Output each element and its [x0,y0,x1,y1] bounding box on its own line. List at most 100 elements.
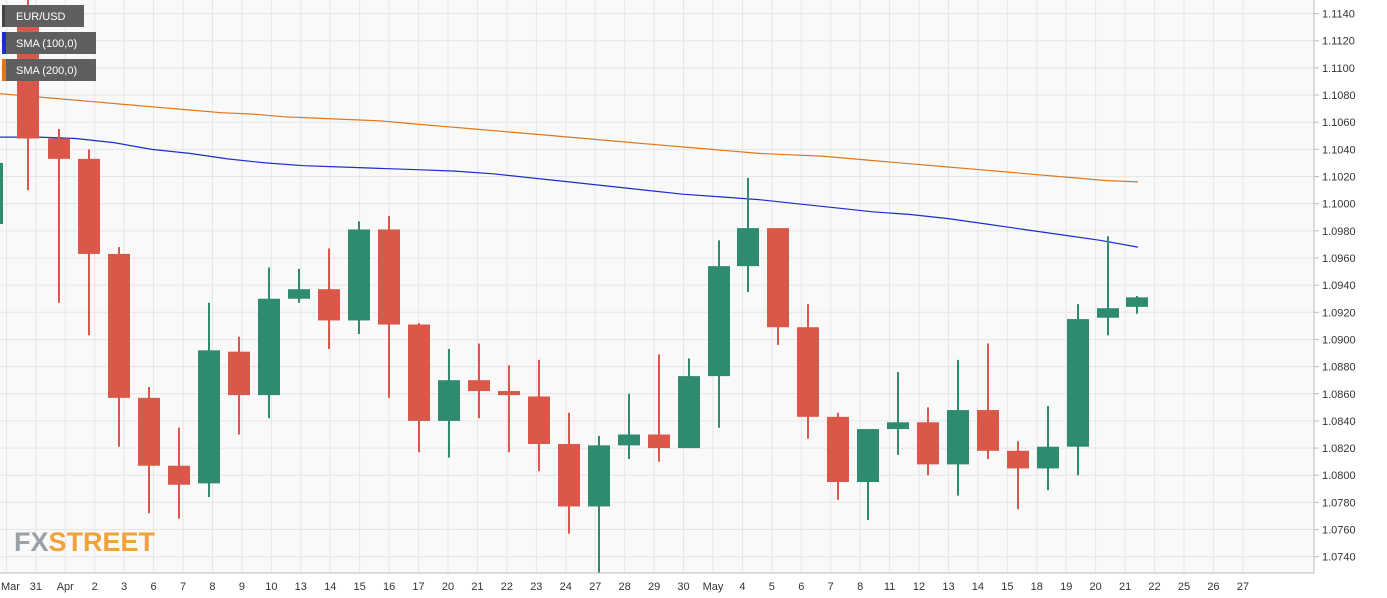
x-tick-label: 25 [1178,581,1190,593]
y-tick-label: 1.1120 [1322,36,1355,48]
candle-body [228,351,250,396]
candle-body [1067,319,1089,447]
bullish-candle [737,177,759,292]
x-tick-label: 18 [1031,581,1043,593]
y-tick-label: 1.0740 [1322,552,1356,564]
legend-sma200-label: SMA (200,0) [16,65,77,77]
bullish-candle [887,372,909,455]
candle-body [678,376,700,449]
x-tick-label: 9 [239,581,245,593]
x-tick-label: 13 [295,581,307,593]
candle-body [857,429,879,483]
candle-body [498,391,520,396]
bearish-candle [408,323,430,453]
bullish-candle [1067,304,1089,476]
y-tick-label: 1.0880 [1322,362,1356,374]
bearish-candle [558,412,580,534]
bullish-candle [198,302,220,497]
x-tick-label: 8 [857,581,863,593]
legend-item-symbol[interactable]: EUR/USD [2,5,84,27]
bearish-candle [318,248,340,349]
legend-item-sma100[interactable]: SMA (100,0) [2,32,96,54]
bullish-candle [0,162,3,225]
candle-body [258,298,280,396]
x-tick-label: 31 [30,581,42,593]
bearish-candle [168,427,190,519]
bearish-candle [917,407,939,476]
y-tick-label: 1.1080 [1322,90,1356,102]
y-tick-label: 1.1100 [1322,63,1355,75]
x-tick-label: 5 [769,581,775,593]
candle-body [108,253,130,398]
bullish-candle [1037,405,1059,491]
y-tick-label: 1.1140 [1322,9,1355,21]
x-tick-label: 12 [913,581,925,593]
candle-body [468,380,490,392]
x-tick-label: 2 [92,581,98,593]
x-tick-label: 28 [619,581,631,593]
y-tick-label: 1.0780 [1322,497,1356,509]
bearish-candle [1007,441,1029,510]
legend-sma100-label: SMA (100,0) [16,38,77,50]
bearish-candle [228,336,250,435]
bearish-candle [78,149,100,336]
candle-body [168,465,190,485]
x-tick-label: 15 [1001,581,1013,593]
bearish-candle [977,343,999,459]
candle-body [1037,446,1059,469]
x-tick-label: 21 [1119,581,1131,593]
bullish-candle [588,435,610,573]
x-tick-label: 10 [265,581,277,593]
bullish-candle [618,393,640,459]
x-tick-label: 22 [501,581,513,593]
bearish-candle [378,215,400,398]
y-tick-label: 1.1020 [1322,172,1356,184]
x-tick-label: 24 [560,581,572,593]
y-tick-label: 1.0980 [1322,226,1356,238]
candle-body [558,444,580,507]
bearish-candle [468,343,490,419]
candle-body [648,434,670,449]
bullish-candle [947,359,969,496]
bullish-candle [258,267,280,419]
x-tick-label: 7 [180,581,186,593]
x-tick-label: 21 [471,581,483,593]
x-axis: Mar 31 Apr 2 3 6 7 8 9 10 13 14 15 16 17 20 21 22 23 24 27 28… [1,581,1249,593]
candle-body [977,410,999,451]
x-tick-label: 13 [942,581,954,593]
x-tick-label: Apr [57,581,74,593]
y-tick-label: 1.1000 [1322,199,1356,211]
y-tick-label: 1.0760 [1322,525,1356,537]
candle-body [797,327,819,417]
bullish-candle [1097,236,1119,336]
x-tick-label: 8 [209,581,215,593]
candle-body [408,324,430,421]
candle-body [378,229,400,325]
candle-body [708,266,730,377]
x-tick-label: 4 [739,581,745,593]
candle-body [138,397,160,466]
x-tick-label: 6 [151,581,157,593]
candle-body [48,138,70,159]
x-tick-label: 20 [1090,581,1102,593]
legend-symbol-label: EUR/USD [16,11,66,23]
x-tick-label: 20 [442,581,454,593]
bearish-candle [797,304,819,439]
x-tick-label: 3 [121,581,127,593]
y-tick-label: 1.1040 [1322,144,1356,156]
bearish-candle [138,386,160,514]
candle-body [737,228,759,267]
candle-body [1097,308,1119,318]
sma-lines [0,93,1139,248]
candle-body [528,396,550,445]
x-tick-label: 26 [1207,581,1219,593]
y-tick-label: 1.0860 [1322,389,1356,401]
candle-body [0,162,3,225]
x-tick-label: 19 [1060,581,1072,593]
legend-item-sma200[interactable]: SMA (200,0) [2,59,96,81]
bullish-candle [438,348,460,458]
x-tick-label: 29 [648,581,660,593]
x-tick-label: 30 [677,581,689,593]
y-tick-label: 1.0920 [1322,307,1356,319]
candle-body [887,422,909,430]
